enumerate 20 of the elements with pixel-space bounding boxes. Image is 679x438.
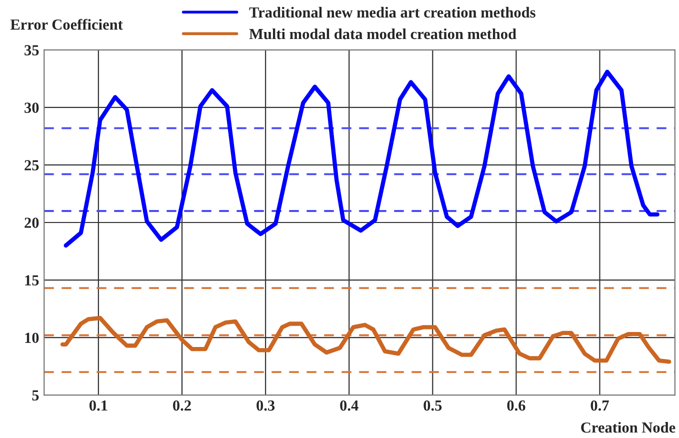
x-tick-label: 0.4	[340, 400, 358, 411]
y-tick-label: 10	[25, 332, 39, 344]
y-axis-title: Error Coefficient	[10, 18, 123, 30]
y-tick-label: 35	[24, 45, 39, 56]
x-tick-label: 0.6	[507, 400, 526, 411]
x-tick-label: 0.5	[424, 400, 442, 411]
x-tick-label: 0.1	[89, 400, 108, 411]
legend-label: Multi modal data model creation method	[249, 28, 516, 40]
legend-label: Traditional new media art creation methods	[249, 6, 536, 18]
y-tick-label: 30	[24, 102, 39, 113]
x-tick-label: 0.2	[173, 400, 191, 411]
line-series	[64, 70, 660, 248]
line-series	[60, 316, 672, 364]
x-axis-title: Creation Node	[581, 422, 676, 433]
y-tick-label: 5	[32, 390, 39, 401]
y-tick-label: 25	[24, 160, 39, 170]
x-tick-label: 0.7	[590, 400, 609, 411]
y-tick-label: 20	[24, 218, 39, 228]
x-tick-label: 0.3	[256, 400, 275, 411]
y-tick-label: 15	[25, 275, 39, 286]
